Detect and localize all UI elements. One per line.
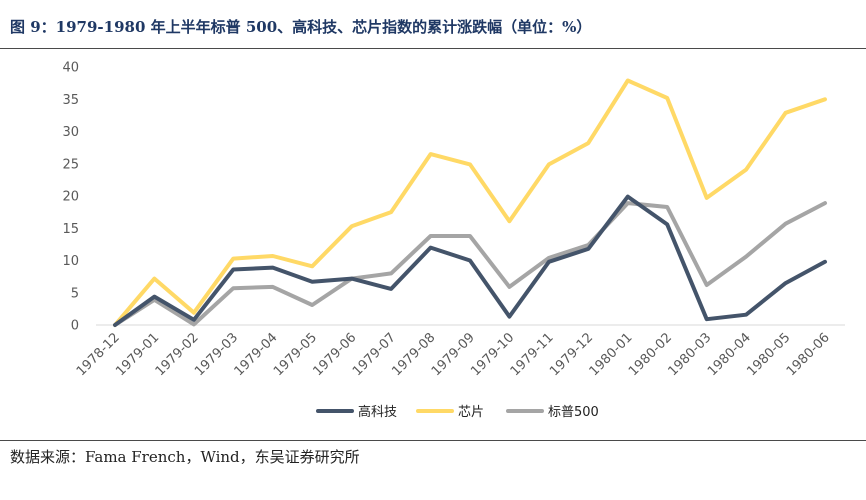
y-tick-label: 15 — [62, 222, 79, 237]
y-tick-label: 20 — [62, 190, 79, 205]
y-tick-label: 30 — [62, 125, 79, 140]
y-axis: 0 5 10 15 20 25 30 35 40 — [62, 61, 79, 334]
footer-divider — [0, 440, 866, 441]
y-tick-label: 5 — [71, 286, 79, 301]
series-line-sp500 — [113, 201, 827, 327]
chart-legend: 高科技 芯片 标普500 — [316, 404, 599, 420]
y-tick-label: 25 — [62, 157, 79, 172]
title-divider — [0, 48, 866, 49]
x-axis: 1978-121979-011979-021979-031979-041979-… — [74, 324, 845, 379]
series-lines — [113, 78, 827, 327]
y-tick-label: 10 — [62, 254, 79, 269]
line-chart: 0 5 10 15 20 25 30 35 40 1978-121979-011979-0219… — [62, 61, 845, 420]
legend-label: 芯片 — [458, 405, 484, 420]
series-line-hightech — [113, 194, 827, 327]
y-tick-label: 35 — [62, 93, 79, 108]
source-note: 数据来源：Fama French，Wind，东吴证券研究所 — [10, 448, 360, 466]
y-tick-label: 40 — [62, 61, 79, 76]
y-tick-label: 0 — [71, 319, 79, 334]
x-tick-label: 1980-06 — [784, 330, 833, 379]
figure-title: 图 9：1979-1980 年上半年标普 500、高科技、芯片指数的累计涨跌幅（… — [10, 18, 592, 36]
legend-label: 标普500 — [548, 405, 599, 420]
legend-label: 高科技 — [358, 404, 397, 420]
series-line-chip — [113, 78, 827, 327]
